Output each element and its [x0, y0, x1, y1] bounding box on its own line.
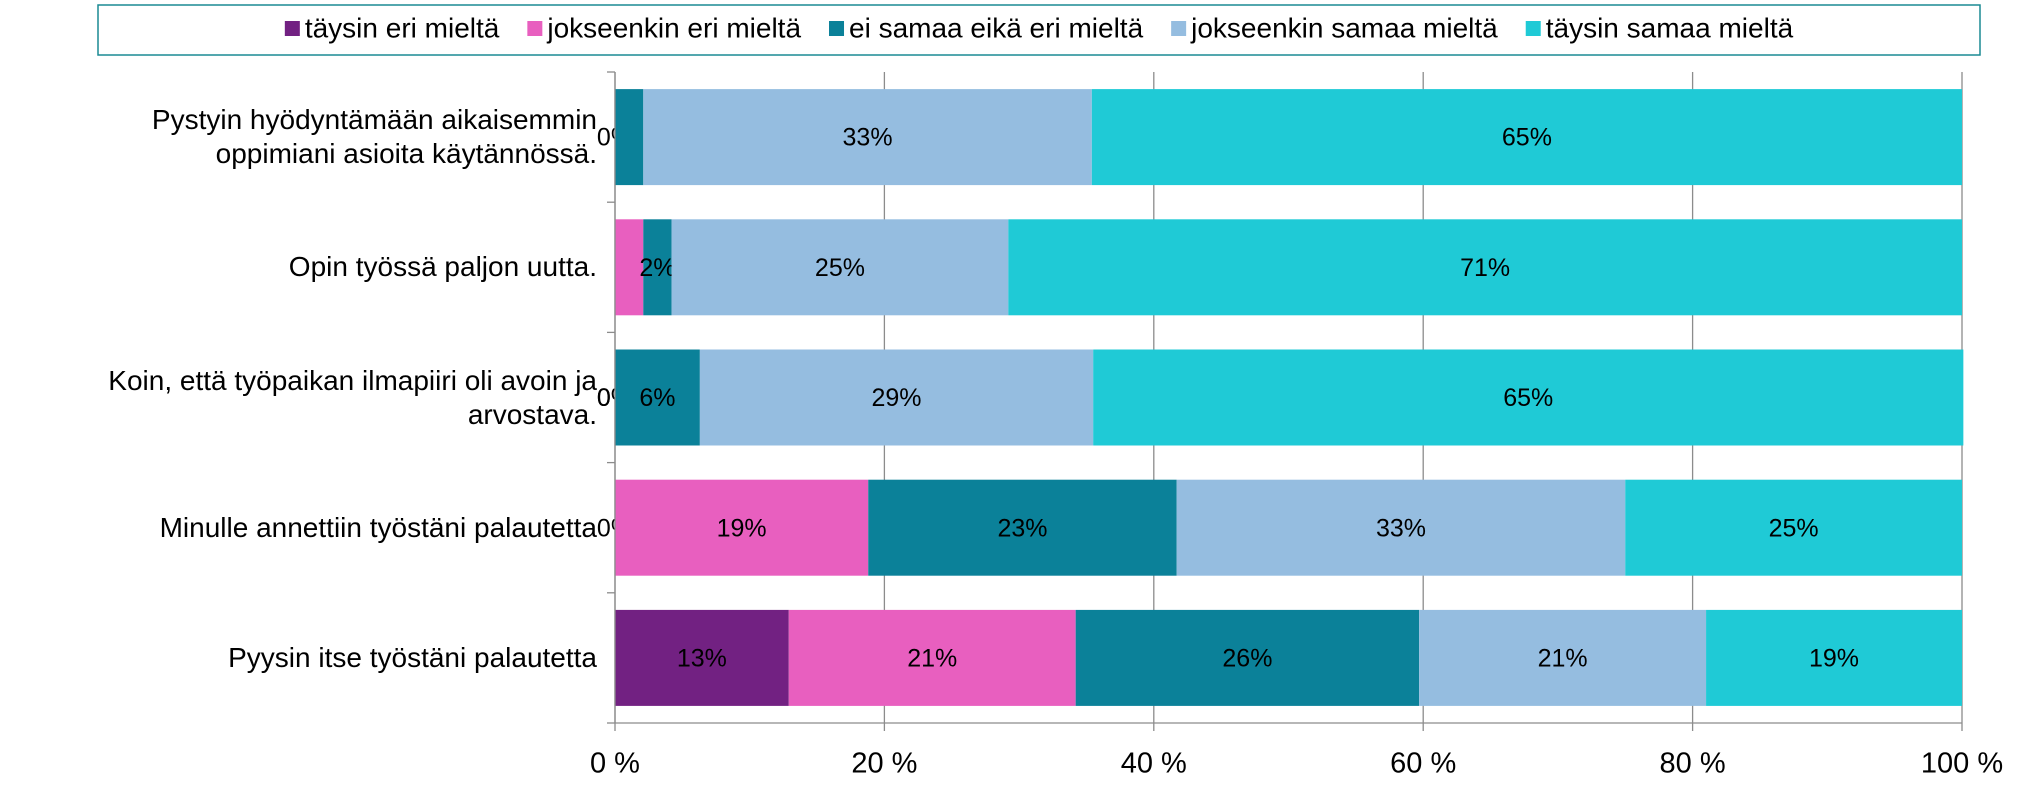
bar-segment — [868, 479, 1177, 576]
x-tick-label: 60 % — [1390, 748, 1456, 780]
bar-segment — [615, 609, 789, 706]
bar-segment — [615, 219, 644, 316]
bar-segment — [615, 89, 644, 186]
bar-segment — [1625, 479, 1962, 576]
category-label: Koin, että työpaikan ilmapiiri oli avoin… — [108, 364, 597, 430]
bar-segment — [1706, 609, 1962, 706]
value-label: 65% — [1503, 384, 1553, 412]
value-label: 33% — [843, 124, 893, 152]
value-label: 19% — [717, 514, 767, 542]
legend-label: täysin eri mieltä — [305, 12, 500, 43]
value-label: 26% — [1222, 645, 1272, 673]
value-label: 6% — [639, 384, 675, 412]
legend-box — [97, 4, 1981, 56]
value-label: 21% — [1538, 645, 1588, 673]
bar-segment — [1091, 89, 1962, 186]
bar-segment — [671, 219, 1009, 316]
x-tick-label: 40 % — [1121, 748, 1187, 780]
bar-segment — [1093, 349, 1964, 446]
bar-segment — [643, 219, 672, 316]
legend-label: täysin samaa mieltä — [1546, 12, 1794, 43]
bar-segment — [643, 89, 1092, 186]
legend-swatch — [829, 21, 845, 36]
bar-segment — [699, 349, 1094, 446]
category-label: Minulle annettiin työstäni palautetta — [159, 511, 597, 543]
category-label: Opin työssä paljon uutta. — [288, 251, 597, 283]
x-tick-label: 80 % — [1660, 748, 1726, 780]
x-tick-label: 20 % — [851, 748, 917, 780]
bar-segment — [1419, 609, 1707, 706]
x-tick-label: 100 % — [1921, 748, 2003, 780]
x-tick-label: 0 % — [590, 748, 640, 780]
legend-label: jokseenkin samaa mieltä — [1190, 12, 1498, 43]
bar-segment — [1008, 219, 1962, 316]
category-label: Pystyin hyödyntämään aikaisemmin oppimia… — [151, 104, 597, 170]
value-label: 2% — [639, 254, 675, 282]
value-label: 19% — [1809, 645, 1859, 673]
bar-segment — [1176, 479, 1626, 576]
value-label: 71% — [1460, 254, 1510, 282]
legend-swatch — [1525, 21, 1541, 36]
value-label: 25% — [1769, 514, 1819, 542]
value-label: 13% — [677, 645, 727, 673]
legend-swatch — [284, 21, 300, 36]
legend-label: ei samaa eikä eri mieltä — [849, 12, 1144, 43]
bar-segment — [615, 349, 700, 446]
value-label: 25% — [815, 254, 865, 282]
value-label: 21% — [907, 645, 957, 673]
bar-segment — [788, 609, 1076, 706]
bar-segment — [615, 479, 869, 576]
legend-swatch — [1171, 21, 1187, 36]
category-label: Pyysin itse työstäni palautetta — [228, 641, 597, 673]
value-label: 23% — [997, 514, 1047, 542]
value-label: 29% — [871, 384, 921, 412]
legend-swatch — [527, 21, 543, 36]
bar-segment — [1075, 609, 1420, 706]
value-label: 33% — [1376, 514, 1426, 542]
legend-label: jokseenkin eri mieltä — [546, 12, 801, 43]
value-label: 65% — [1502, 124, 1552, 152]
